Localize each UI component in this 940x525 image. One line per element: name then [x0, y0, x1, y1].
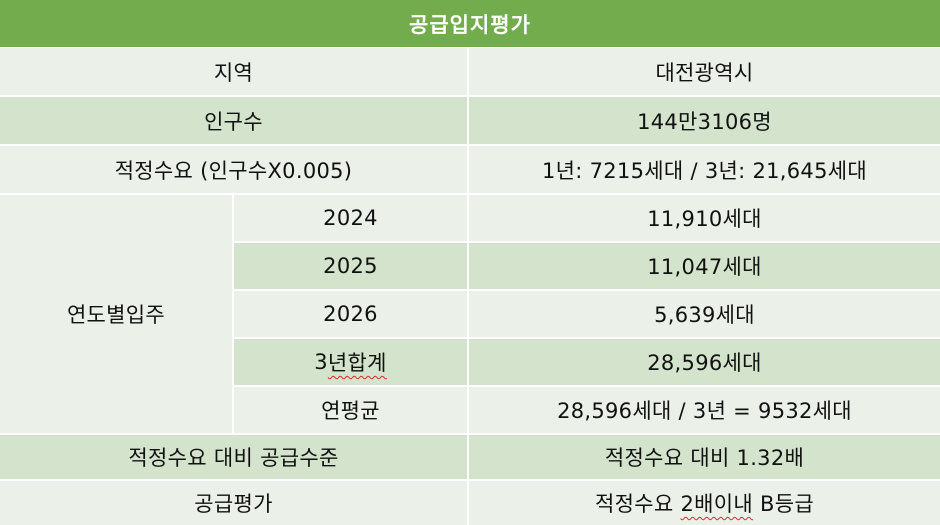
three-year-total-label-marked: 년합계 — [327, 351, 387, 375]
year-2024-label: 2024 — [234, 195, 467, 241]
yearly-supply-label: 연도별입주 — [0, 195, 232, 433]
supply-rating-label: 공급평가 — [0, 481, 467, 525]
year-2026-value: 5,639세대 — [469, 291, 940, 337]
year-2026-label: 2026 — [234, 291, 467, 337]
demand-value: 1년: 7215세대 / 3년: 21,645세대 — [469, 146, 940, 193]
region-label: 지역 — [0, 48, 467, 95]
annual-average-label: 연평균 — [234, 387, 467, 433]
supply-level-label: 적정수요 대비 공급수준 — [0, 435, 467, 479]
supply-rating-suffix: B등급 — [753, 492, 814, 516]
three-year-total-label-prefix: 3 — [314, 350, 328, 374]
population-value: 144만3106명 — [469, 97, 940, 144]
annual-average-value: 28,596세대 / 3년 = 9532세대 — [469, 387, 940, 433]
population-label: 인구수 — [0, 97, 467, 144]
year-2025-value: 11,047세대 — [469, 243, 940, 289]
region-value: 대전광역시 — [469, 48, 940, 95]
supply-rating-prefix: 적정수요 — [595, 492, 681, 516]
supply-level-value: 적정수요 대비 1.32배 — [469, 435, 940, 479]
three-year-total-value: 28,596세대 — [469, 339, 940, 385]
table-title: 공급입지평가 — [0, 0, 940, 47]
supply-rating-value: 적정수요 2배이내 B등급 — [469, 481, 940, 525]
supply-rating-marked: 2배이내 — [680, 492, 754, 516]
year-2025-label: 2025 — [234, 243, 467, 289]
year-2024-value: 11,910세대 — [469, 195, 940, 241]
demand-label: 적정수요 (인구수X0.005) — [0, 146, 467, 193]
three-year-total-label: 3 년합계 — [234, 339, 467, 385]
